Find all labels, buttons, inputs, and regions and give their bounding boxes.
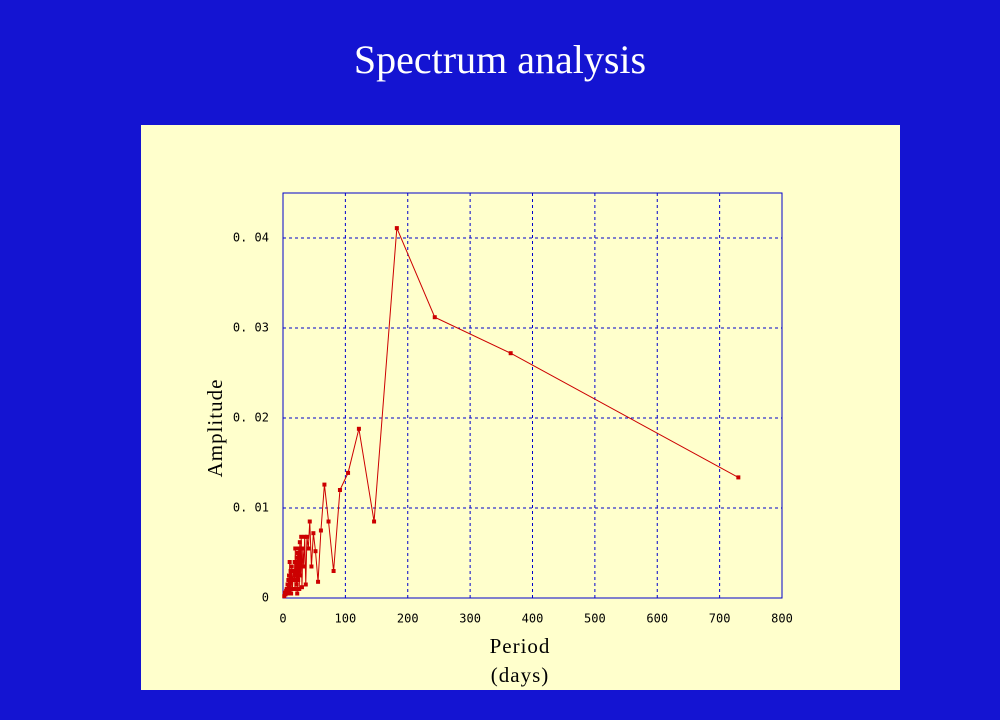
data-point	[304, 534, 309, 539]
data-point	[300, 546, 305, 551]
data-point	[296, 578, 301, 582]
data-point	[322, 482, 327, 487]
x-tick-label: 400	[522, 612, 544, 626]
data-point	[394, 226, 399, 231]
data-point	[298, 573, 303, 578]
data-point	[294, 555, 299, 560]
data-point	[736, 475, 741, 480]
x-tick-label: 600	[646, 612, 668, 626]
data-point	[337, 488, 342, 492]
data-point	[326, 519, 331, 524]
data-point	[318, 528, 323, 533]
data-point	[295, 591, 300, 596]
data-point	[294, 582, 299, 587]
data-point	[293, 573, 298, 578]
data-point	[296, 546, 301, 551]
slide-title: Spectrum analysis	[353, 37, 647, 82]
x-tick-label: 500	[584, 612, 606, 626]
x-tick-label: 300	[459, 612, 481, 626]
data-line	[283, 227, 739, 597]
data-point	[292, 560, 297, 564]
data-point	[306, 546, 311, 551]
data-point	[313, 549, 318, 554]
data-point	[288, 569, 293, 573]
chart-panel	[141, 125, 900, 690]
x-tick-label: 200	[397, 612, 419, 626]
data-point	[292, 587, 297, 591]
data-point	[346, 470, 351, 475]
x-axis-label: Period (days)	[489, 634, 551, 687]
data-point	[286, 573, 291, 578]
data-point	[356, 426, 361, 431]
data-point	[290, 587, 295, 591]
y-tick-label: 0. 02	[233, 411, 269, 425]
data-point	[309, 564, 314, 569]
x-tick-label: 700	[709, 612, 731, 626]
data-point	[301, 564, 306, 569]
x-tick-label: 800	[771, 612, 793, 626]
data-point	[289, 564, 294, 569]
x-tick-label: 0	[279, 612, 286, 626]
y-tick-label: 0	[262, 591, 269, 605]
data-point	[331, 569, 336, 573]
y-tick-label: 0. 03	[233, 321, 269, 335]
data-point	[282, 590, 287, 595]
data-point	[307, 519, 312, 524]
y-tick-label: 0. 04	[233, 231, 269, 245]
data-point	[285, 582, 290, 587]
data-point	[302, 534, 307, 539]
data-point	[295, 551, 300, 555]
data-point	[299, 534, 304, 539]
data-point	[432, 315, 437, 320]
data-point	[316, 579, 321, 584]
data-point	[287, 560, 292, 564]
data-point	[293, 546, 298, 551]
data-point	[311, 531, 316, 536]
data-point	[297, 587, 302, 591]
data-point	[372, 519, 377, 524]
data-point	[299, 585, 304, 590]
y-tick-label: 0. 01	[233, 501, 269, 515]
x-tick-label: 100	[335, 612, 357, 626]
data-point	[508, 351, 513, 356]
data-point	[292, 578, 297, 582]
data-point	[289, 591, 294, 596]
data-point	[297, 540, 302, 545]
data-point	[303, 582, 308, 587]
data-point	[286, 578, 291, 582]
data-point	[291, 569, 296, 573]
data-point	[282, 594, 287, 599]
y-axis-label: Amplitude	[203, 379, 227, 478]
